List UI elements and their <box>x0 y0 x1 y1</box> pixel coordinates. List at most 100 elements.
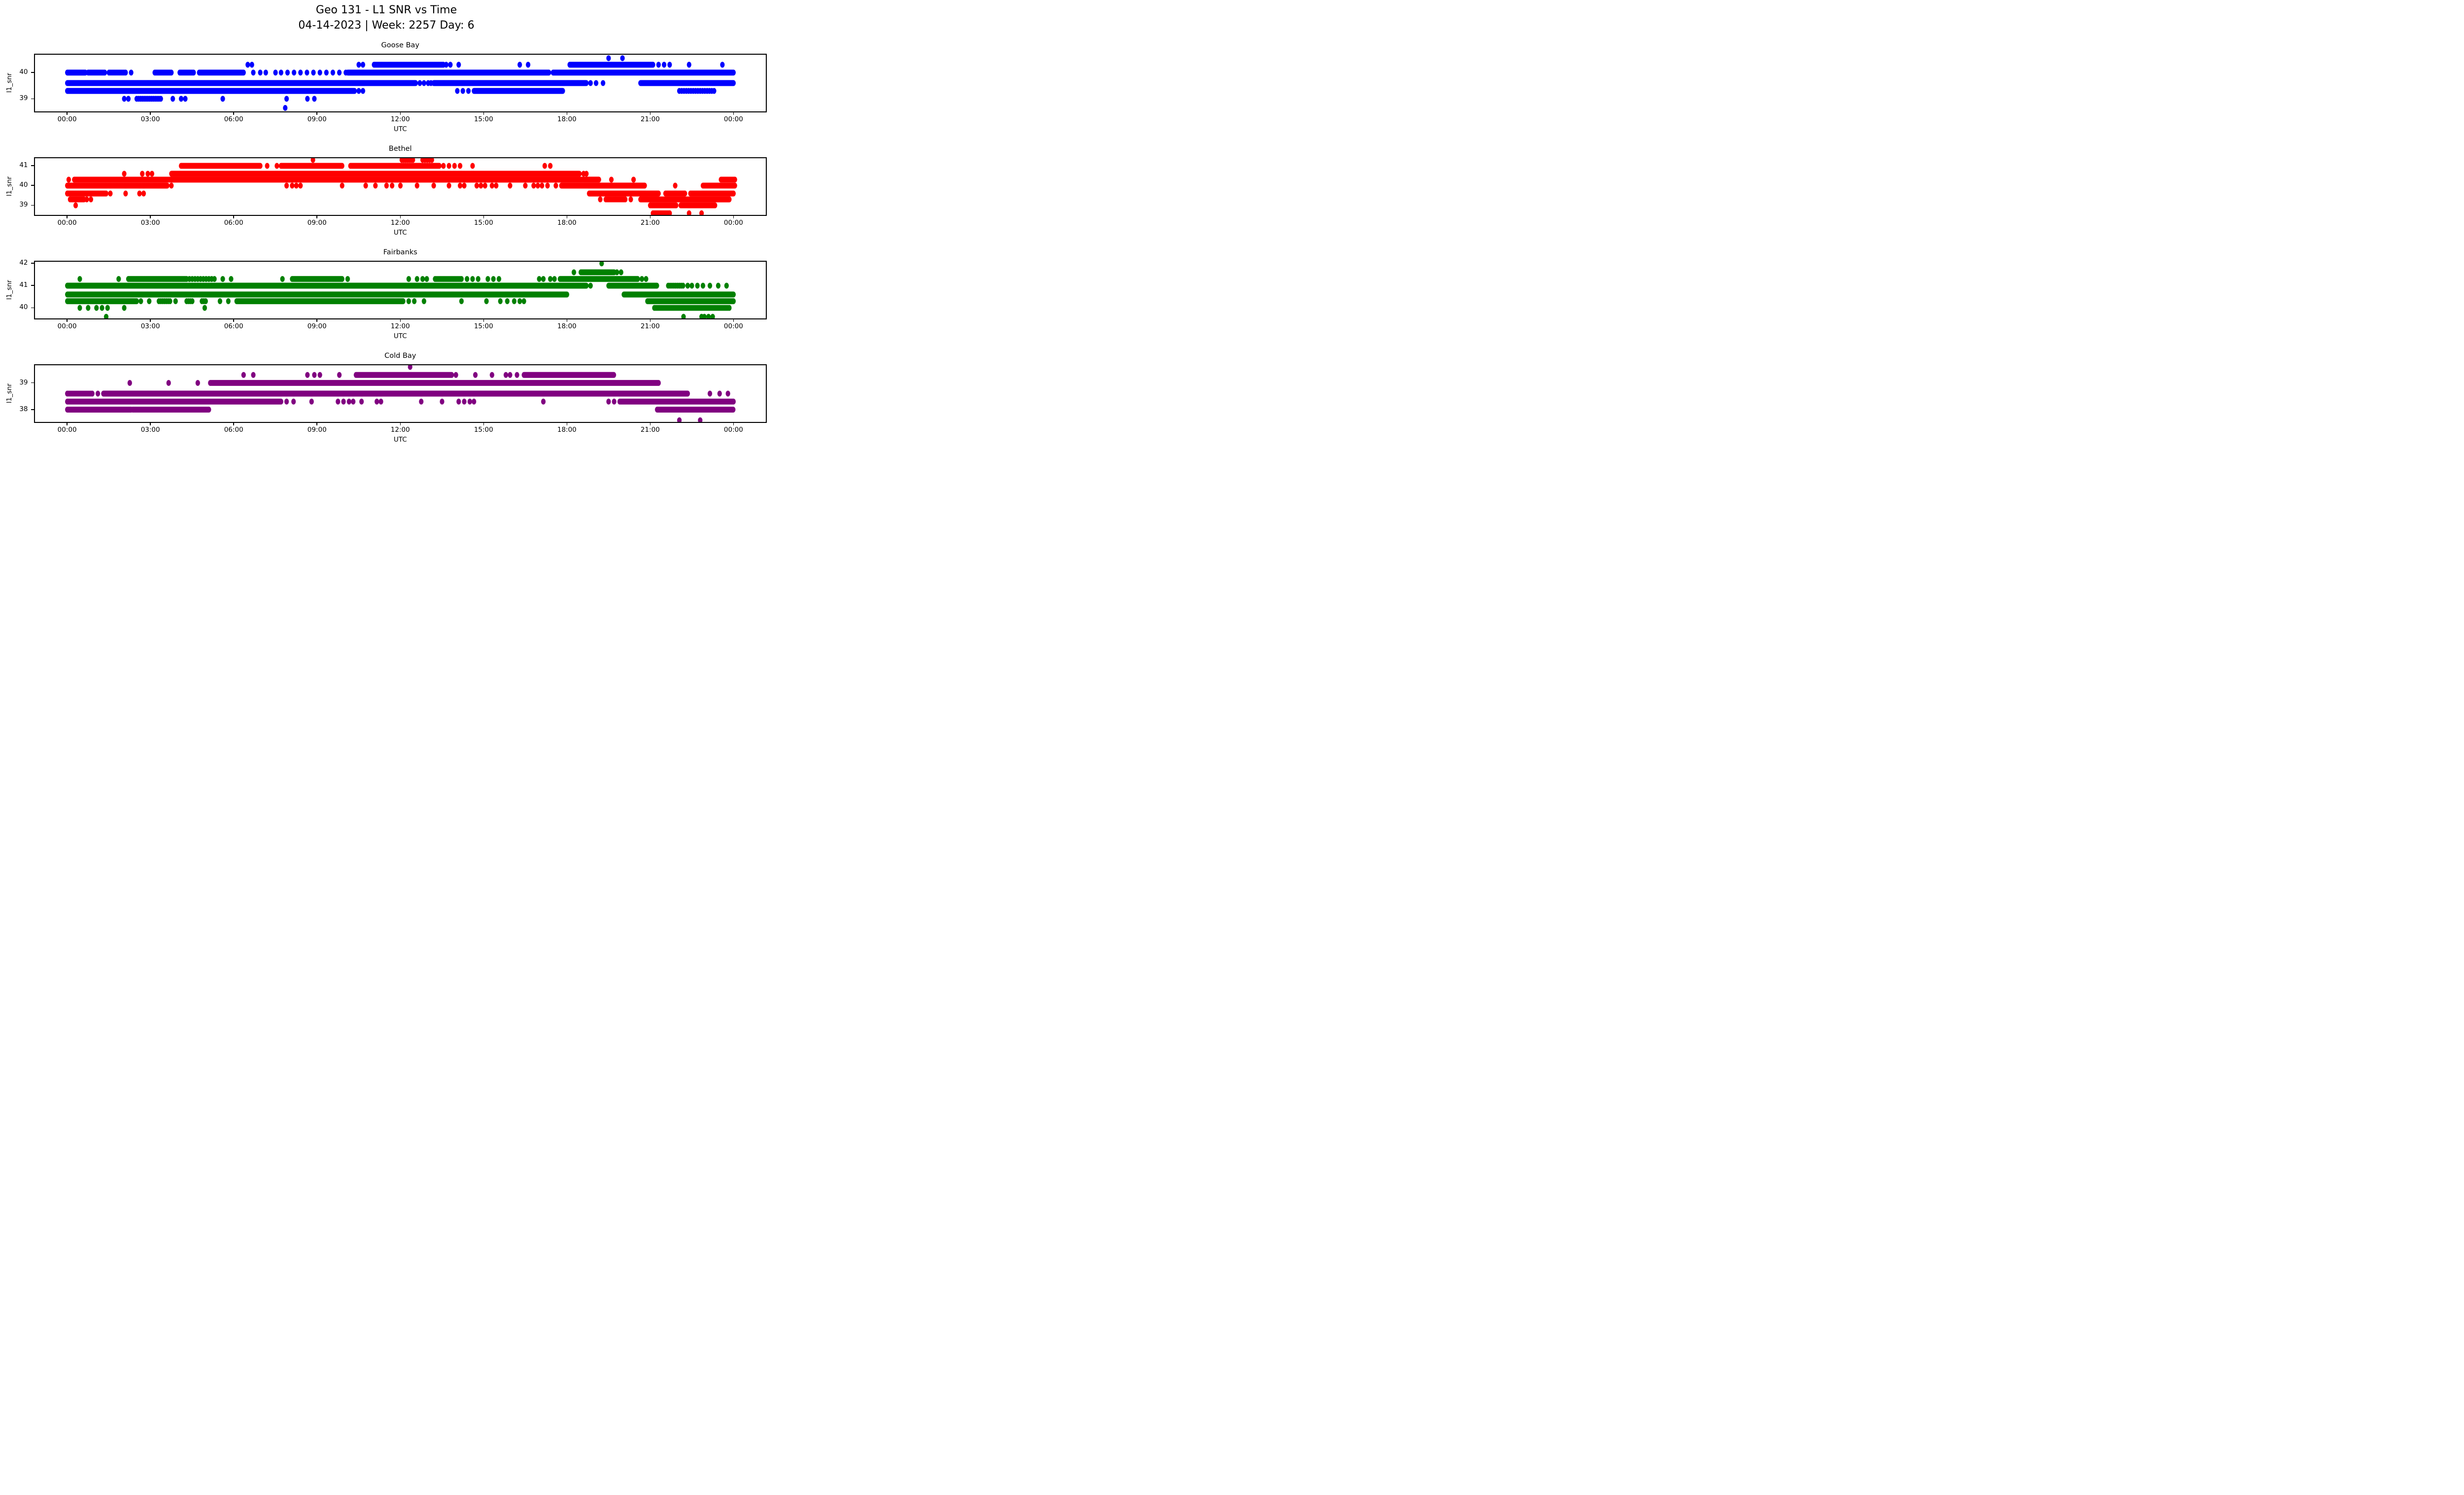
x-tick-label: 06:00 <box>224 322 243 330</box>
subplot-title: Fairbanks <box>383 248 417 256</box>
x-tickmark <box>733 216 734 218</box>
x-tickmark <box>400 319 401 322</box>
x-tick-label: 09:00 <box>307 322 327 330</box>
y-tick-label: 40 <box>19 303 28 312</box>
x-tickmark <box>233 216 234 218</box>
x-tick-label: 00:00 <box>57 322 77 330</box>
y-tickmark <box>31 185 34 186</box>
x-tickmark <box>650 319 651 322</box>
x-tick-label: 12:00 <box>390 219 410 227</box>
x-tick-label: 21:00 <box>640 426 660 434</box>
x-tick-label: 09:00 <box>307 115 327 123</box>
x-tick-label: 21:00 <box>640 322 660 330</box>
x-tickmark <box>566 112 568 115</box>
x-tick-label: 00:00 <box>57 426 77 434</box>
scatter-points-canvas <box>34 53 767 112</box>
y-tickmark <box>31 307 34 309</box>
x-tick-label: 18:00 <box>557 322 577 330</box>
subplot-title: Cold Bay <box>384 351 416 360</box>
x-tickmark <box>67 423 68 425</box>
x-tickmark <box>150 112 151 115</box>
x-tickmark <box>316 112 317 115</box>
x-tickmark <box>150 423 151 425</box>
x-tick-label: 21:00 <box>640 115 660 123</box>
x-tickmark <box>233 423 234 425</box>
x-tickmark <box>733 112 734 115</box>
x-tick-label: 09:00 <box>307 426 327 434</box>
x-tickmark <box>483 216 484 218</box>
y-tickmark <box>31 72 34 73</box>
y-tick-label: 39 <box>19 378 28 386</box>
x-tickmark <box>650 112 651 115</box>
y-tickmark <box>31 285 34 286</box>
subplot-title: Bethel <box>388 144 412 153</box>
x-tick-label: 00:00 <box>723 322 743 330</box>
y-tickmark <box>31 409 34 410</box>
x-tickmark <box>316 216 317 218</box>
y-tick-label: 40 <box>19 68 28 76</box>
x-tick-label: 18:00 <box>557 115 577 123</box>
x-tick-label: 12:00 <box>390 115 410 123</box>
x-tick-label: 06:00 <box>224 219 243 227</box>
x-tick-label: 06:00 <box>224 115 243 123</box>
x-tickmark <box>733 319 734 322</box>
x-tick-label: 00:00 <box>723 219 743 227</box>
figure: Geo 131 - L1 SNR vs Time 04-14-2023 | We… <box>0 0 773 449</box>
x-tick-label: 15:00 <box>474 426 493 434</box>
x-tick-label: 00:00 <box>723 115 743 123</box>
scatter-points-canvas <box>34 157 767 216</box>
y-tick-label: 42 <box>19 258 28 267</box>
x-tickmark <box>150 319 151 322</box>
y-tick-label: 39 <box>19 201 28 209</box>
x-tickmark <box>400 216 401 218</box>
x-tick-label: 15:00 <box>474 115 493 123</box>
x-tick-label: 00:00 <box>57 219 77 227</box>
y-tick-label: 41 <box>19 281 28 289</box>
x-tickmark <box>400 423 401 425</box>
y-axis-label: l1_snr <box>5 73 13 93</box>
x-tick-label: 18:00 <box>557 219 577 227</box>
y-tick-label: 41 <box>19 161 28 169</box>
y-tick-label: 40 <box>19 181 28 189</box>
x-tick-label: 18:00 <box>557 426 577 434</box>
x-tick-label: 21:00 <box>640 219 660 227</box>
x-tick-label: 03:00 <box>140 219 160 227</box>
figure-title-line1: Geo 131 - L1 SNR vs Time <box>315 4 457 16</box>
x-tick-label: 09:00 <box>307 219 327 227</box>
x-tickmark <box>650 423 651 425</box>
x-tick-label: 03:00 <box>140 115 160 123</box>
figure-title-line2: 04-14-2023 | Week: 2257 Day: 6 <box>298 19 475 32</box>
x-tickmark <box>400 112 401 115</box>
x-tickmark <box>483 112 484 115</box>
x-tickmark <box>566 423 568 425</box>
x-tick-label: 15:00 <box>474 219 493 227</box>
figure-title: Geo 131 - L1 SNR vs Time 04-14-2023 | We… <box>0 3 773 34</box>
x-tickmark <box>733 423 734 425</box>
x-tick-label: 03:00 <box>140 426 160 434</box>
scatter-points-canvas <box>34 364 767 423</box>
x-tick-label: 00:00 <box>57 115 77 123</box>
y-axis-label: l1_snr <box>5 383 13 404</box>
x-axis-label: UTC <box>393 229 407 237</box>
x-tick-label: 06:00 <box>224 426 243 434</box>
x-tickmark <box>150 216 151 218</box>
x-tick-label: 12:00 <box>390 322 410 330</box>
x-tickmark <box>67 216 68 218</box>
x-tickmark <box>483 423 484 425</box>
y-tickmark <box>31 263 34 264</box>
y-tick-label: 39 <box>19 94 28 103</box>
y-tick-label: 38 <box>19 405 28 413</box>
x-tick-label: 00:00 <box>723 426 743 434</box>
scatter-points-canvas <box>34 260 767 319</box>
y-tickmark <box>31 205 34 206</box>
x-tick-label: 15:00 <box>474 322 493 330</box>
x-tickmark <box>233 112 234 115</box>
x-axis-label: UTC <box>393 125 407 133</box>
x-tickmark <box>67 319 68 322</box>
x-axis-label: UTC <box>393 436 407 444</box>
x-tickmark <box>483 319 484 322</box>
x-tickmark <box>316 319 317 322</box>
x-tickmark <box>566 319 568 322</box>
x-axis-label: UTC <box>393 332 407 340</box>
y-tickmark <box>31 165 34 166</box>
